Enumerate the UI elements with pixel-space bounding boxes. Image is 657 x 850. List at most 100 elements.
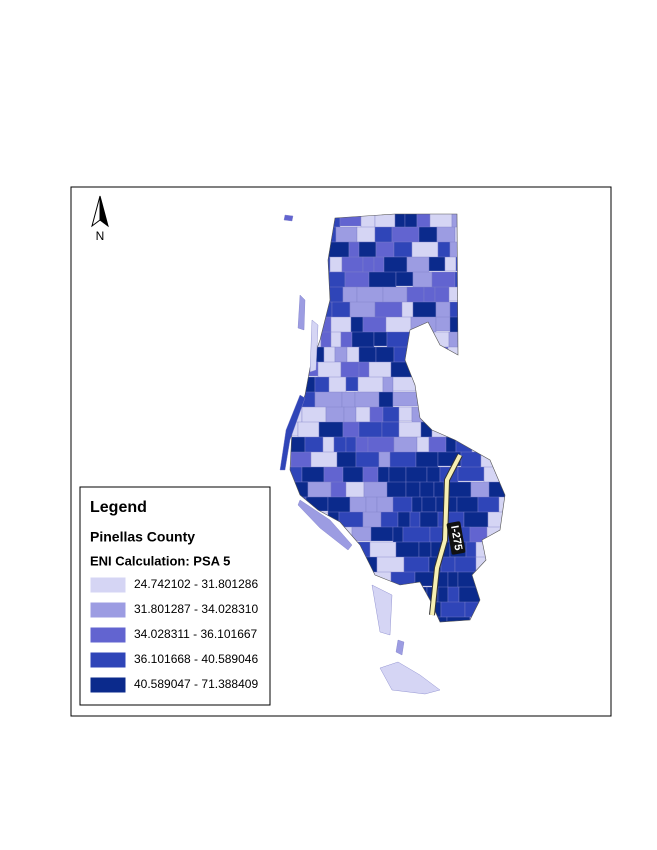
tract	[469, 331, 498, 354]
tract	[508, 362, 519, 381]
legend-label: 36.101668 - 40.589046	[134, 652, 258, 666]
tract	[508, 347, 531, 362]
tract	[290, 481, 291, 506]
island	[309, 319, 319, 373]
tract	[390, 571, 416, 594]
tract	[445, 436, 457, 454]
tract	[417, 361, 433, 380]
tract	[435, 316, 451, 332]
tract	[355, 436, 369, 455]
tract	[431, 421, 460, 440]
islands	[279, 214, 441, 695]
tract	[401, 301, 414, 319]
tract	[345, 481, 365, 500]
tract	[485, 301, 505, 318]
tract	[362, 511, 382, 529]
tract	[290, 286, 300, 305]
tract	[329, 256, 343, 273]
tract	[476, 376, 505, 395]
tract	[468, 226, 484, 251]
tract	[305, 541, 318, 557]
tract	[369, 406, 384, 425]
tract	[398, 406, 413, 422]
tract	[471, 271, 483, 291]
tract	[290, 511, 304, 532]
tract	[297, 256, 317, 272]
tract	[509, 272, 531, 288]
tract	[497, 214, 505, 231]
tract	[455, 256, 472, 272]
legend-label: 34.028311 - 36.101667	[134, 627, 258, 641]
island	[279, 394, 306, 471]
tracts	[290, 214, 533, 622]
legend-title: Legend	[90, 499, 147, 516]
tract	[335, 226, 358, 243]
tract	[428, 256, 446, 272]
tract	[410, 316, 437, 336]
tract	[478, 214, 499, 230]
tract	[290, 571, 297, 596]
tract	[339, 214, 362, 227]
tract	[342, 586, 365, 604]
legend-swatch	[89, 576, 127, 594]
road-label: I-275	[448, 525, 464, 552]
tract	[457, 361, 476, 381]
tract	[290, 214, 299, 233]
tract	[342, 466, 364, 484]
tract	[501, 541, 505, 558]
tract	[411, 241, 439, 260]
tract	[466, 406, 487, 429]
road-label-bg	[446, 521, 466, 555]
tract	[500, 451, 505, 470]
tract	[394, 616, 407, 622]
tract	[356, 226, 376, 243]
tract	[447, 346, 467, 372]
tract	[340, 331, 353, 350]
tract	[487, 571, 502, 590]
legend-swatch	[89, 651, 127, 669]
tract	[317, 361, 342, 380]
tract	[290, 376, 292, 398]
island	[283, 214, 294, 222]
legend-box	[79, 486, 271, 706]
tract	[302, 241, 314, 260]
tract	[481, 271, 505, 294]
tract	[509, 422, 533, 437]
tract	[431, 361, 459, 385]
north-label: N	[96, 229, 105, 243]
north-arrow-left	[91, 195, 101, 228]
tract	[433, 331, 450, 354]
tract	[310, 451, 338, 469]
tract	[504, 316, 505, 334]
tract	[290, 556, 292, 572]
tract	[315, 301, 333, 319]
road-shield: I-275	[446, 521, 466, 555]
tract	[454, 556, 477, 574]
tract	[405, 466, 428, 485]
tract	[461, 301, 487, 325]
tract	[405, 616, 418, 622]
tract	[344, 571, 362, 596]
tract	[421, 496, 437, 513]
tract	[470, 241, 496, 259]
tract	[329, 616, 357, 622]
tract	[370, 526, 394, 542]
tract	[290, 301, 295, 321]
tract	[487, 256, 505, 278]
tract	[434, 391, 459, 409]
tract	[445, 376, 458, 397]
tract	[497, 601, 505, 622]
legend: Legend Pinellas County ENI Calculation: …	[79, 486, 271, 706]
tract	[360, 571, 374, 597]
tract	[322, 214, 341, 230]
north-arrow: N	[91, 195, 109, 243]
map: I-275	[279, 213, 533, 695]
tract	[298, 586, 320, 611]
tract	[307, 481, 332, 498]
tract	[423, 286, 436, 303]
tract	[456, 376, 478, 400]
tract	[290, 586, 300, 604]
tract	[457, 391, 481, 413]
tract	[290, 391, 293, 410]
tract	[297, 214, 313, 232]
